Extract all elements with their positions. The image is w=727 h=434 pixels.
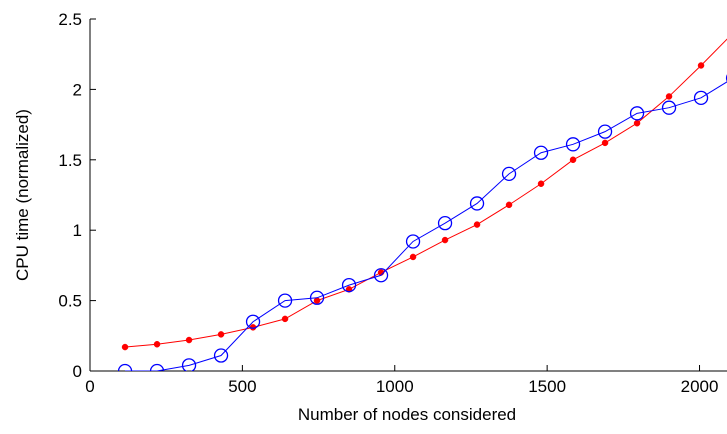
y-tick-label: 1 xyxy=(73,221,82,240)
data-point xyxy=(245,314,261,329)
series-2 xyxy=(117,74,727,371)
y-tick-label: 2.5 xyxy=(58,10,82,29)
data-point xyxy=(633,119,641,127)
series-1-line xyxy=(125,38,727,348)
data-point xyxy=(537,180,545,187)
data-point xyxy=(697,62,705,69)
x-tick-label: 0 xyxy=(85,377,94,396)
data-point xyxy=(437,216,453,231)
data-point xyxy=(117,363,133,371)
data-point xyxy=(313,297,321,304)
data-point xyxy=(153,340,161,348)
data-point xyxy=(441,236,449,244)
data-point xyxy=(661,100,677,115)
data-point xyxy=(693,90,709,105)
y-tick-label: 0.5 xyxy=(58,292,82,311)
data-point xyxy=(469,196,485,211)
data-point xyxy=(533,145,549,160)
data-point xyxy=(405,234,421,249)
data-point xyxy=(281,315,289,323)
data-point xyxy=(565,137,581,152)
y-tick-label: 0 xyxy=(73,362,82,381)
data-point xyxy=(629,106,645,121)
data-point xyxy=(501,166,517,182)
y-tick-label: 1.5 xyxy=(58,151,82,170)
data-point xyxy=(213,348,229,363)
data-point xyxy=(309,290,325,305)
data-point xyxy=(409,253,417,261)
data-point xyxy=(505,201,513,209)
data-point xyxy=(601,139,609,147)
series-1 xyxy=(121,38,727,351)
data-point xyxy=(149,363,165,371)
x-tick-label: 1500 xyxy=(528,377,566,396)
data-point xyxy=(185,336,193,344)
x-tick-label: 2000 xyxy=(681,377,719,396)
series-layer xyxy=(117,38,727,371)
data-point xyxy=(569,156,577,164)
x-axis-label: Number of nodes considered xyxy=(298,405,516,424)
data-point xyxy=(373,268,389,283)
y-tick-label: 2 xyxy=(73,80,82,99)
data-point xyxy=(181,358,197,371)
data-point xyxy=(121,343,129,351)
axes: 0 500 1000 1500 2000 0 0.5 1 1.5 2 2.5 xyxy=(58,10,727,396)
data-point xyxy=(473,221,481,228)
x-tick-label: 500 xyxy=(228,377,256,396)
data-point xyxy=(665,93,673,100)
data-point xyxy=(341,277,357,293)
x-tick-label: 1000 xyxy=(376,377,414,396)
data-point xyxy=(597,124,613,139)
data-point xyxy=(217,331,225,338)
y-axis-label: CPU time (normalized) xyxy=(13,109,32,281)
data-point xyxy=(277,293,293,308)
